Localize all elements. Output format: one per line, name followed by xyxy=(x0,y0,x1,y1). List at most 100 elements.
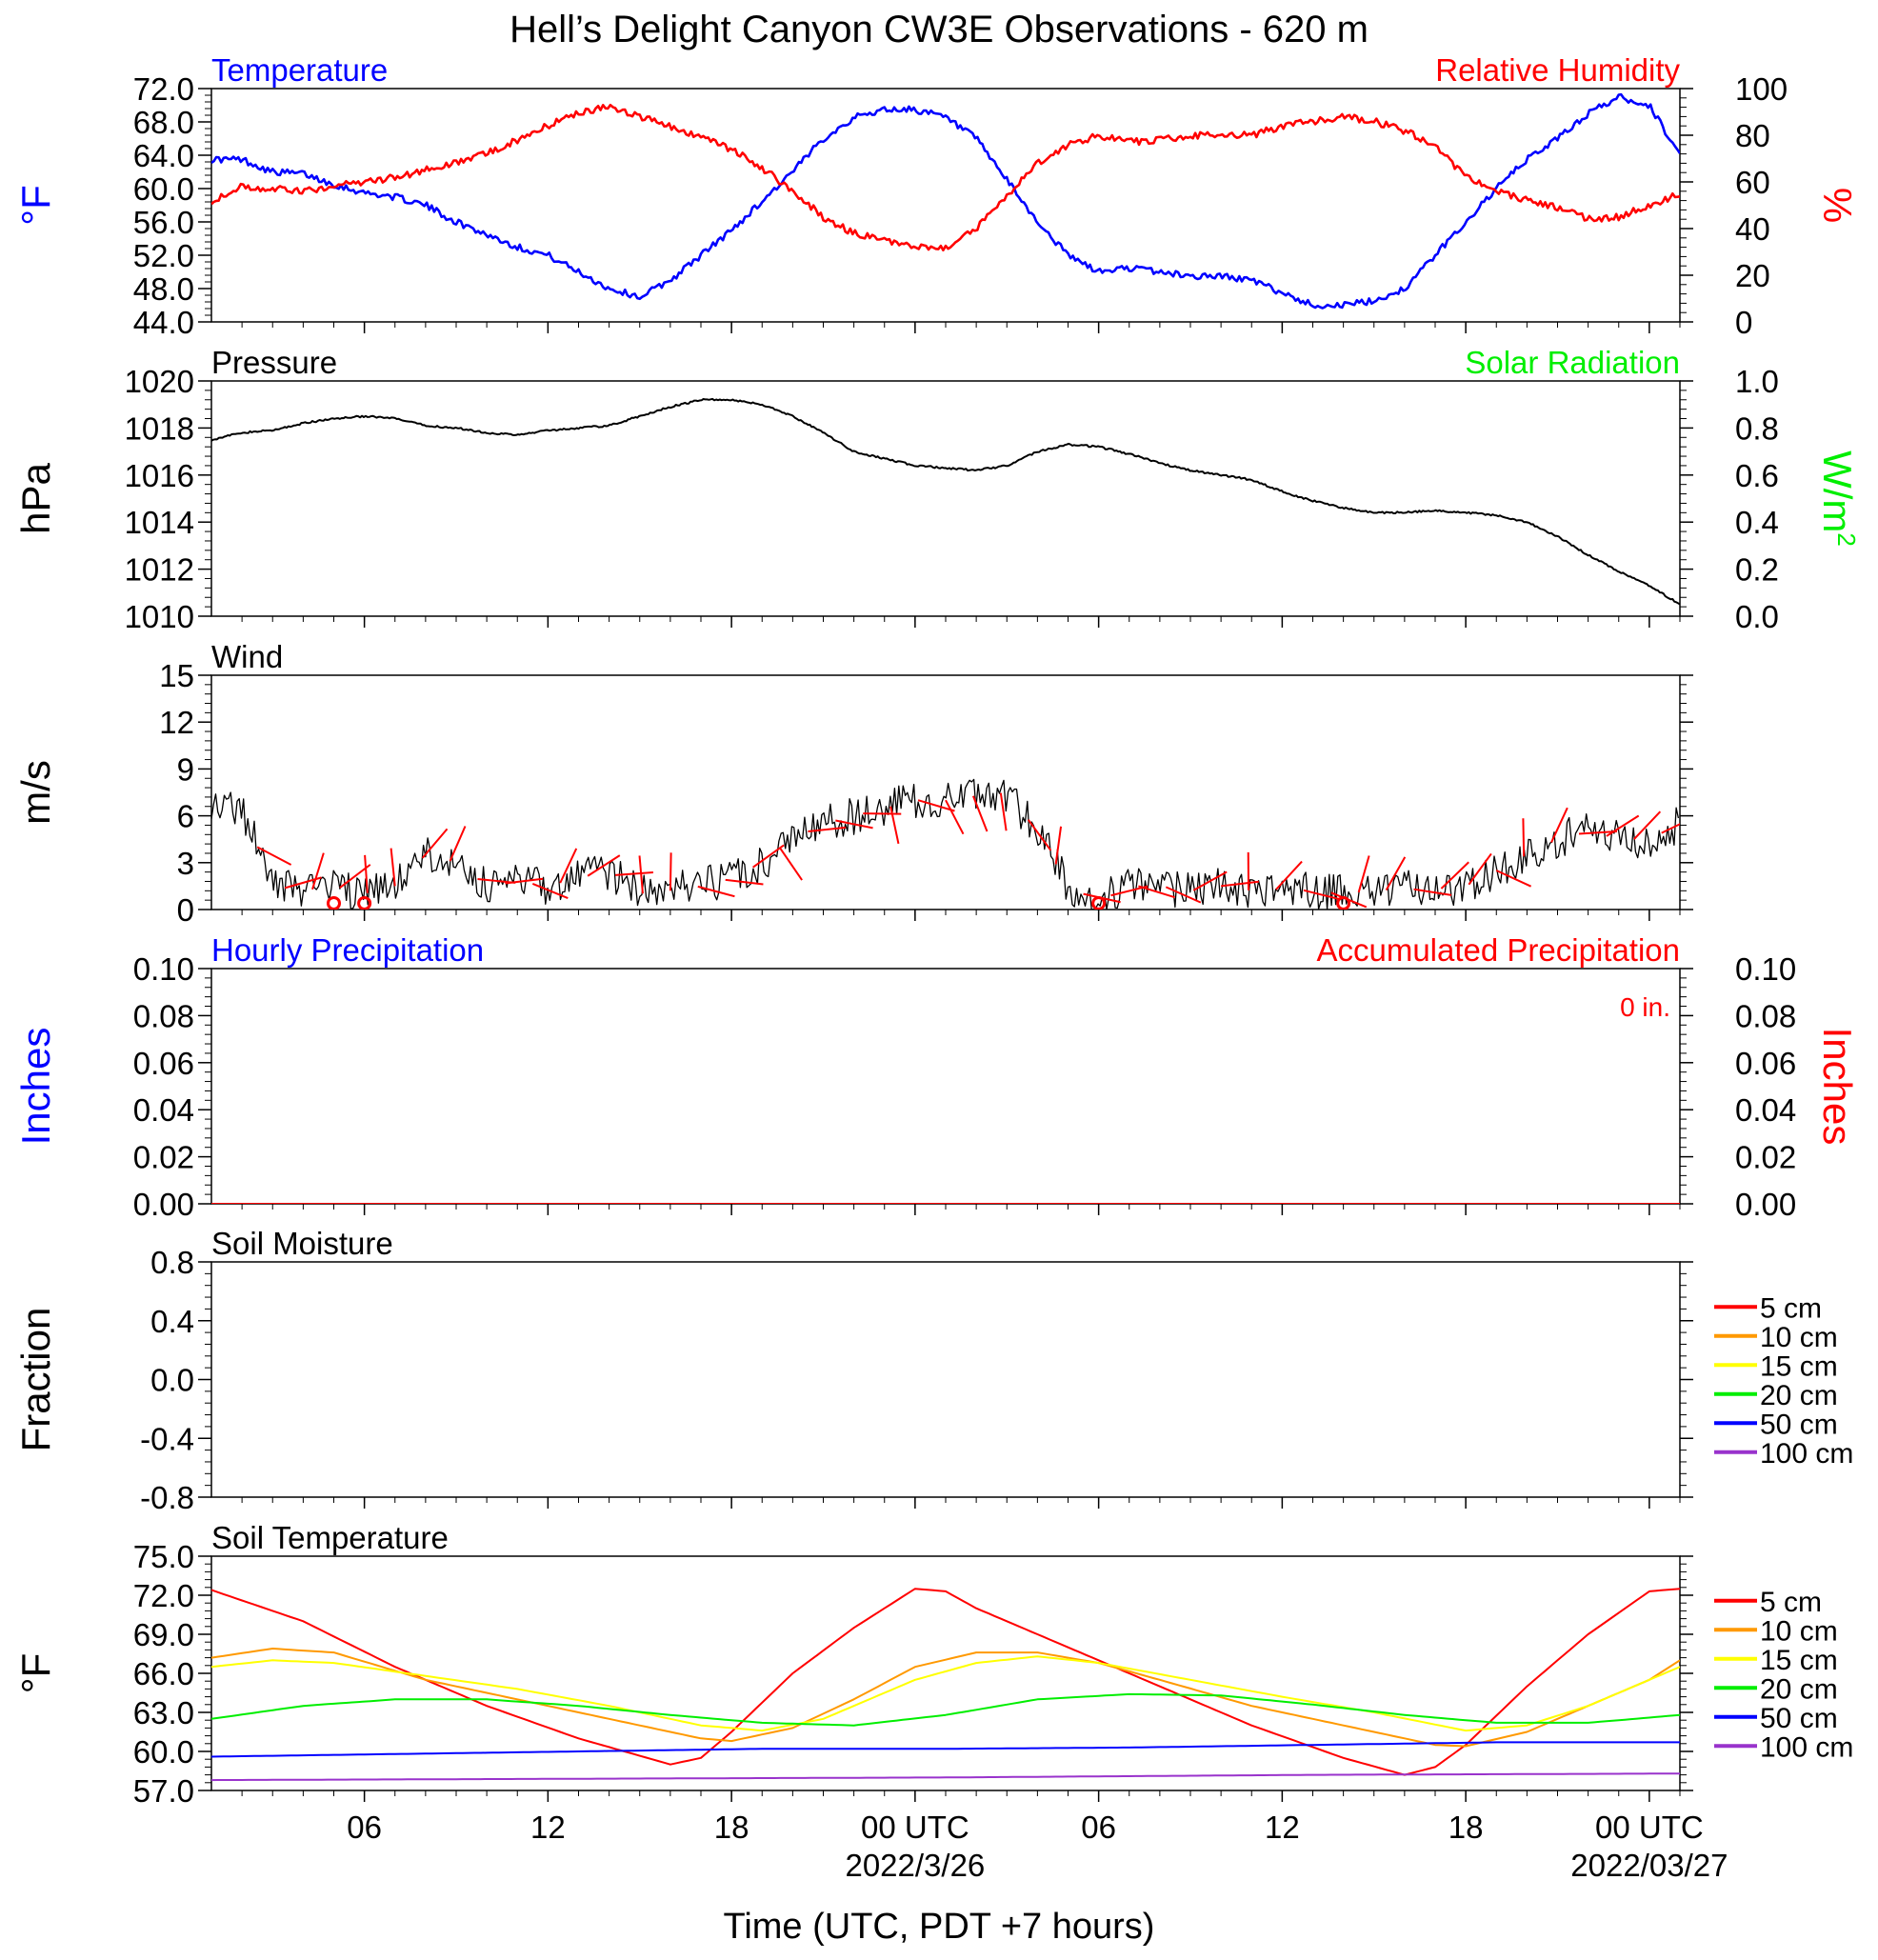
wind-barb xyxy=(1385,856,1407,891)
wind-barb xyxy=(311,852,325,890)
panel-title-left: Soil Temperature xyxy=(211,1520,449,1555)
wind-barb xyxy=(1550,807,1568,843)
wind-barb xyxy=(808,826,847,832)
y-axis-label-right: Inches xyxy=(1815,1028,1860,1146)
y-tick-label-left: 1020 xyxy=(125,364,194,399)
wind-barb xyxy=(587,854,621,877)
y-tick-label-left: 0.0 xyxy=(150,1363,194,1398)
wind-barb xyxy=(559,848,578,884)
x-tick-label: 12 xyxy=(530,1810,566,1845)
wind-barb xyxy=(1522,818,1526,857)
y-tick-label-left: 15 xyxy=(159,658,194,693)
panel-soil_moisture: 0.8 0.4 0.0 -0.4 -0.8 Soil Moisture Fraction 5 … xyxy=(13,1226,1853,1515)
plot-frame xyxy=(210,1261,1681,1498)
y-tick-label-left: 66.0 xyxy=(133,1656,194,1691)
wind-barb xyxy=(863,812,902,815)
legend-label: 20 cm xyxy=(1760,1380,1838,1411)
wind-barb xyxy=(1606,814,1640,837)
wind-barb xyxy=(669,852,672,891)
y-axis-label-superscript: 2 xyxy=(1832,532,1861,546)
legend-label: 100 cm xyxy=(1760,1731,1853,1763)
panel-soil_temperature: 75.0 72.0 69.0 66.0 63.0 60.057.0 Soil Tempera… xyxy=(13,1520,1853,1809)
wind-barb xyxy=(945,799,965,835)
y-tick-label-right: 100 xyxy=(1735,71,1788,107)
wind-barb xyxy=(1221,880,1259,888)
wind-barb xyxy=(752,844,785,869)
wind-barb xyxy=(256,846,292,866)
y-tick-label-right: 0.6 xyxy=(1735,458,1779,493)
y-tick-label-right: 40 xyxy=(1735,211,1770,247)
series-group xyxy=(211,1588,1680,1782)
wind-barb xyxy=(725,878,764,886)
series-group xyxy=(211,397,1680,606)
panel-title-left: Temperature xyxy=(211,52,388,88)
y-axis-label-right: % xyxy=(1815,188,1860,223)
y-tick-label-right: 0.00 xyxy=(1735,1187,1796,1222)
wind-barb xyxy=(779,848,803,881)
y-tick-label-right: 0.04 xyxy=(1735,1092,1796,1128)
x-tick-label: 06 xyxy=(347,1810,382,1845)
wind-barb xyxy=(1468,852,1492,886)
y-tick-label-left: 1018 xyxy=(125,410,194,446)
wind-barb xyxy=(1440,861,1469,890)
y-axis-label-left: m/s xyxy=(13,760,58,825)
wind-barb xyxy=(1054,826,1063,865)
y-tick-label-left: 72.0 xyxy=(133,71,194,107)
wind-barb xyxy=(1303,889,1341,901)
wind-barb xyxy=(1495,870,1532,888)
legend-label: 20 cm xyxy=(1760,1673,1838,1705)
y-tick-label-left: 72.0 xyxy=(133,1578,194,1613)
legend-label: 10 cm xyxy=(1760,1615,1838,1647)
y-tick-label-left: -0.8 xyxy=(140,1480,194,1515)
series-group xyxy=(211,778,1680,910)
wind-barb xyxy=(1633,810,1662,840)
wind-barb xyxy=(999,792,1008,831)
x-tick-label: 00 UTC xyxy=(1595,1810,1704,1845)
y-tick-label-left: 0.4 xyxy=(150,1304,194,1339)
y-tick-label-right: 0.08 xyxy=(1735,998,1796,1033)
legend-label: 5 cm xyxy=(1760,1587,1822,1618)
y-tick-label-left: 57.0 xyxy=(133,1773,194,1809)
panel-precipitation: 0.10 0.08 0.06 0.04 0.02 0.00 0.10 0.08 0.06 0.04… xyxy=(13,932,1860,1222)
wind-barb xyxy=(505,877,544,885)
y-tick-label-left: 9 xyxy=(177,751,194,787)
wind-barb xyxy=(638,855,644,894)
panel-title-right: Solar Radiation xyxy=(1465,345,1680,380)
y-axis-label-left: hPa xyxy=(13,462,58,533)
legend-label: 100 cm xyxy=(1760,1438,1853,1470)
legend-label: 15 cm xyxy=(1760,1350,1838,1382)
wind-barb xyxy=(531,883,569,900)
wind-barb xyxy=(1027,819,1052,851)
y-tick-label-left: 75.0 xyxy=(133,1539,194,1574)
plot-frame xyxy=(210,380,1681,617)
y-tick-label-left: 60.0 xyxy=(133,171,194,207)
series-line-20-cm xyxy=(211,1692,1680,1727)
y-tick-label-left: 63.0 xyxy=(133,1695,194,1730)
wind-barb xyxy=(364,854,369,893)
wind-barb xyxy=(971,795,989,832)
wind-barb xyxy=(390,848,396,887)
y-tick-label-left: 44.0 xyxy=(133,305,194,340)
y-tick-label-right: 20 xyxy=(1735,258,1770,293)
y-axis-label-left: °F xyxy=(13,1653,58,1693)
wind-barb xyxy=(835,819,873,830)
wind-barb xyxy=(1165,886,1202,904)
y-tick-label-left: 68.0 xyxy=(133,105,194,140)
series-line-5-cm xyxy=(211,1588,1680,1776)
panels: 72.068.064.060.056.052.048.044.010080604… xyxy=(13,52,1861,1809)
series-line-100-cm xyxy=(211,1772,1680,1782)
x-tick-label: 06 xyxy=(1081,1810,1116,1845)
wind-barb xyxy=(1357,855,1370,893)
wind-barb xyxy=(1275,860,1303,890)
legend-label: 10 cm xyxy=(1760,1322,1838,1353)
series-group xyxy=(211,92,1680,310)
panel-title-right: Relative Humidity xyxy=(1435,52,1680,88)
wind-barb xyxy=(917,799,955,812)
y-tick-label-left: 0.8 xyxy=(150,1245,194,1280)
panel-title-left: Hourly Precipitation xyxy=(211,932,484,968)
y-tick-label-right: 0.4 xyxy=(1735,505,1779,540)
y-tick-label-left: 0.10 xyxy=(133,951,194,987)
wind-barb xyxy=(1578,830,1617,835)
y-tick-label-left: 52.0 xyxy=(133,238,194,273)
panel-temperature_rh: 72.068.064.060.056.052.048.044.0 100 80 60 4… xyxy=(13,52,1860,340)
